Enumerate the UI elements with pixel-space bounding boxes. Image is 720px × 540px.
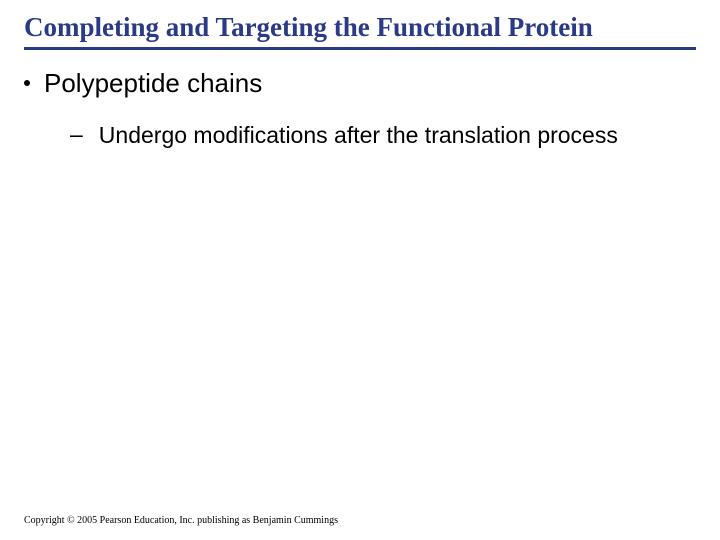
- bullet-dot-icon: [24, 80, 30, 86]
- bullet-level2: – Undergo modifications after the transl…: [70, 121, 696, 150]
- bullet-level2-text: Undergo modifications after the translat…: [99, 121, 618, 150]
- slide: Completing and Targeting the Functional …: [0, 0, 720, 540]
- bullet-level1-text: Polypeptide chains: [44, 68, 262, 99]
- bullet-dash-icon: –: [70, 121, 83, 148]
- slide-title: Completing and Targeting the Functional …: [24, 12, 696, 43]
- bullet-level1: Polypeptide chains: [24, 68, 696, 99]
- copyright-footer: Copyright © 2005 Pearson Education, Inc.…: [24, 515, 338, 526]
- title-block: Completing and Targeting the Functional …: [24, 12, 696, 50]
